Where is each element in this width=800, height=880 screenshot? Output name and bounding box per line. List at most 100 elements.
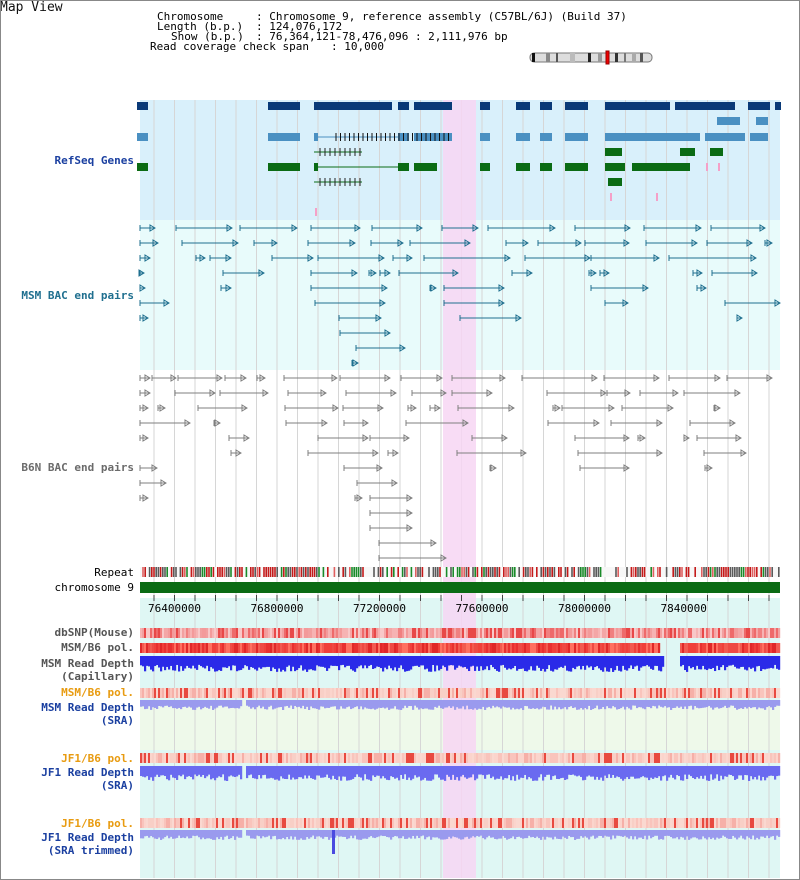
repeat-element <box>164 567 166 577</box>
msm-read-depth-cap-bar <box>422 656 425 666</box>
msm-read-depth-sra-bar <box>160 700 163 707</box>
jf1-read-depth-trim-bar <box>386 830 389 837</box>
repeat-element <box>307 567 309 577</box>
jf1-b6-pol-2-cell <box>258 818 261 828</box>
jf1-b6-pol-2-cell <box>510 818 513 828</box>
jf1-b6-pol-cell <box>404 753 407 763</box>
msm-read-depth-sra-bar <box>410 700 413 707</box>
jf1-read-depth-trim-bar <box>230 830 233 839</box>
track-label-b6n-bac[interactable]: B6N BAC end pairs <box>21 461 134 474</box>
gene-strand-arrow <box>565 102 569 110</box>
jf1-b6-pol-cell <box>578 753 581 763</box>
track-label-msm-b6-pol-2[interactable]: MSM/B6 pol. <box>61 686 134 699</box>
msm-read-depth-sra-bar <box>738 700 741 709</box>
track-label-msm-bac[interactable]: MSM BAC end pairs <box>21 289 134 302</box>
track-label-jf1-read-depth-trim[interactable]: JF1 Read Depth (SRA trimmed) <box>41 831 134 857</box>
jf1-read-depth-sra-bar <box>400 766 403 775</box>
jf1-read-depth-trim-bar <box>252 830 255 839</box>
msm-read-depth-cap-bar <box>640 656 643 668</box>
jf1-read-depth-trim-bar <box>636 830 639 840</box>
msm-b6-pol-cell <box>284 643 287 653</box>
msm-read-depth-sra-bar <box>350 700 353 710</box>
b6n-bac-track <box>139 374 773 562</box>
gene-strand-arrow <box>268 163 272 171</box>
dbsnp-cell <box>440 628 443 638</box>
jf1-read-depth-sra-bar <box>724 766 727 777</box>
jf1-b6-pol-2-cell <box>252 818 255 828</box>
jf1-b6-pol-cell <box>240 753 243 763</box>
jf1-read-depth-sra-bar <box>668 766 671 778</box>
jf1-read-depth-sra-bar <box>676 766 679 776</box>
dbsnp-cell <box>384 628 387 638</box>
track-label-jf1-b6-pol[interactable]: JF1/B6 pol. <box>61 752 134 765</box>
jf1-b6-pol-cell <box>554 753 557 763</box>
track-label-jf1-read-depth-sra[interactable]: JF1 Read Depth (SRA) <box>41 766 134 792</box>
track-label-refseq[interactable]: RefSeq Genes <box>54 154 134 167</box>
repeat-element <box>362 567 364 577</box>
dbsnp-cell <box>284 628 287 638</box>
msm-read-depth-cap-bar <box>568 656 571 672</box>
msm-read-depth-sra-bar <box>360 700 363 707</box>
track-label-jf1-b6-pol-2[interactable]: JF1/B6 pol. <box>61 817 134 830</box>
msm-b6-pol-2-cell <box>252 688 255 698</box>
dbsnp-cell <box>320 628 323 638</box>
msm-b6-pol-2-cell <box>380 688 383 698</box>
jf1-read-depth-sra-bar <box>148 766 151 780</box>
dbsnp-cell <box>570 628 573 638</box>
msm-b6-pol-cell <box>240 643 243 653</box>
jf1-read-depth-trim-bar <box>670 830 673 838</box>
msm-b6-pol-cell <box>342 643 345 653</box>
msm-b6-pol-cell <box>266 643 269 653</box>
jf1-read-depth-sra-bar <box>616 766 619 777</box>
msm-read-depth-cap-bar <box>564 656 567 666</box>
jf1-b6-pol-2-cell <box>456 818 459 828</box>
jf1-read-depth-sra-bar <box>758 766 761 776</box>
jf1-read-depth-sra-bar <box>352 766 355 779</box>
msm-b6-pol-2-cell <box>170 688 173 698</box>
repeat-element <box>734 567 736 577</box>
msm-b6-pol-2-cell <box>598 688 601 698</box>
msm-b6-pol-cell <box>152 643 155 653</box>
msm-b6-pol-2-cell <box>212 688 215 698</box>
msm-read-depth-cap-bar <box>624 656 627 670</box>
jf1-b6-pol-cell <box>232 753 235 763</box>
jf1-b6-pol-2-cell <box>594 818 597 828</box>
msm-b6-pol-2-cell <box>576 688 579 698</box>
msm-b6-pol-cell <box>516 643 519 653</box>
jf1-read-depth-trim-bar <box>190 830 193 839</box>
dbsnp-cell <box>654 628 657 638</box>
msm-bac-track <box>138 224 781 367</box>
jf1-b6-pol-2-cell <box>232 818 235 828</box>
track-label-msm-read-depth-sra[interactable]: MSM Read Depth (SRA) <box>41 701 134 727</box>
jf1-read-depth-sra-bar <box>426 766 429 781</box>
msm-read-depth-cap-bar <box>184 656 187 669</box>
jf1-b6-pol-2-cell <box>636 818 639 828</box>
msm-read-depth-sra-bar <box>596 700 599 706</box>
msm-b6-pol-2-cell <box>216 688 219 698</box>
jf1-b6-pol-cell <box>670 753 673 763</box>
msm-b6-pol-cell <box>406 643 409 653</box>
msm-b6-pol-2-cell <box>348 688 351 698</box>
bac-end-arrow <box>406 509 413 517</box>
repeat-element <box>153 567 155 577</box>
jf1-b6-pol-cell <box>328 753 331 763</box>
track-label-msm-read-depth-cap[interactable]: MSM Read Depth (Capillary) <box>41 657 134 683</box>
jf1-read-depth-sra-bar <box>250 766 253 775</box>
msm-b6-pol-cell <box>332 643 335 653</box>
msm-b6-pol-2-cell <box>696 688 699 698</box>
track-label-dbsnp[interactable]: dbSNP(Mouse) <box>54 626 134 639</box>
jf1-read-depth-sra-bar <box>770 766 773 776</box>
track-label-msm-b6-pol[interactable]: MSM/B6 pol. <box>61 641 134 654</box>
msm-read-depth-sra-bar <box>508 700 511 708</box>
jf1-b6-pol-2-cell <box>630 818 633 828</box>
msm-read-depth-sra-bar <box>594 700 597 709</box>
dbsnp-cell <box>720 628 723 638</box>
jf1-read-depth-trim-bar <box>604 830 607 836</box>
dbsnp-cell <box>346 628 349 638</box>
repeat-element <box>192 567 195 577</box>
jf1-read-depth-sra-bar <box>560 766 563 779</box>
jf1-b6-pol-2-cell <box>590 818 593 828</box>
jf1-read-depth-sra-bar <box>490 766 493 779</box>
msm-read-depth-sra-bar <box>726 700 729 708</box>
